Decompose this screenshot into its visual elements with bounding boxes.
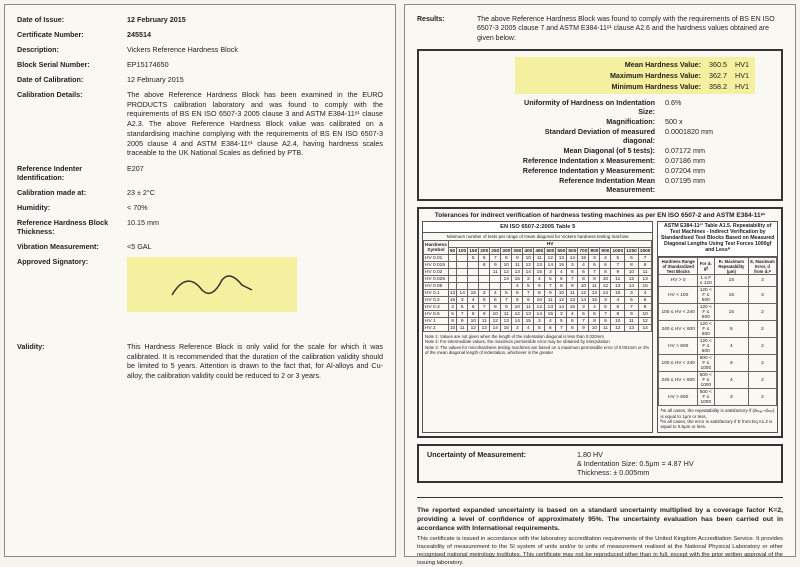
value: 12 February 2015 xyxy=(127,15,383,24)
validity-text: This Hardness Reference Block is only va… xyxy=(127,342,383,381)
label: Certificate Number: xyxy=(17,30,127,39)
footer: The reported expanded uncertainty is bas… xyxy=(417,497,783,567)
v: 0.07186 mm xyxy=(665,156,755,165)
value: Vickers Reference Hardness Block xyxy=(127,45,383,54)
k: Minimum Hardness Value: xyxy=(612,82,701,91)
v: 0.07204 mm xyxy=(665,166,755,175)
label: Reference Indenter Identification: xyxy=(17,164,127,182)
value: E207 xyxy=(127,164,383,182)
value: 12 February 2015 xyxy=(127,75,383,84)
label: Vibration Measurement: xyxy=(17,242,127,251)
k: Mean Diagonal (of 5 tests): xyxy=(515,146,665,155)
value: < 70% xyxy=(127,203,383,212)
v: 0.6% xyxy=(665,98,755,116)
label: Humidity: xyxy=(17,203,127,212)
left-notes: Note 1: Values are not given when the le… xyxy=(423,332,652,357)
v: 0.07195 mm xyxy=(665,176,755,194)
footer-bold: The reported expanded uncertainty is bas… xyxy=(417,506,783,534)
tol-right-head: ASTM E384-11ᵉ¹ Table A1.5. Repeatability… xyxy=(658,222,777,257)
certificate-left-page: Date of Issue:12 February 2015 Certifica… xyxy=(4,4,396,557)
v: 360.5 xyxy=(709,60,727,69)
v: 500 x xyxy=(665,117,755,126)
label: Calibration made at: xyxy=(17,188,127,197)
value: 10.15 mm xyxy=(127,218,383,236)
label: Results: xyxy=(417,15,477,43)
k: Maximum Hardness Value: xyxy=(610,71,701,80)
tol-title: Tolerances for indirect verification of … xyxy=(422,212,778,219)
label: Calibration Details: xyxy=(17,90,127,158)
uncertainty-box: Uncertainty of Measurement: 1.80 HV & In… xyxy=(417,444,783,483)
uncert-l3: Thickness: ± 0.005mm xyxy=(577,468,773,477)
label: Approved Signatory: xyxy=(17,257,127,266)
uncert-l2: & Indentation Size: 0.5μm = 4.87 HV xyxy=(577,459,773,468)
tol-sub: Minimum number of tests per range of mea… xyxy=(423,233,652,240)
uncert-l1: 1.80 HV xyxy=(577,450,773,459)
k: Uniformity of Hardness on Indentation Si… xyxy=(515,98,665,116)
tolerances-box: Tolerances for indirect verification of … xyxy=(417,207,783,437)
highlighted-values: Mean Hardness Value: 360.5 HV1 Maximum Har… xyxy=(515,57,755,94)
tol-right-col: ASTM E384-11ᵉ¹ Table A1.5. Repeatability… xyxy=(657,221,778,432)
uncert-label: Uncertainty of Measurement: xyxy=(427,450,577,477)
label: Date of Calibration: xyxy=(17,75,127,84)
value: 23 ± 2°C xyxy=(127,188,383,197)
results-text: The above Reference Hardness Block was f… xyxy=(477,15,783,43)
label: Block Serial Number: xyxy=(17,60,127,69)
v: 0.0001820 mm xyxy=(665,127,755,145)
k: Reference Indentation y Measurement: xyxy=(515,166,665,175)
v: 0.07172 mm xyxy=(665,146,755,155)
k: Reference Indentation Mean Measurement: xyxy=(515,176,665,194)
footer-small: This certificate is issued in accordance… xyxy=(417,536,783,567)
u: HV1 xyxy=(735,82,749,91)
value: <5 GAL xyxy=(127,242,383,251)
k: Reference Indentation x Measurement: xyxy=(515,156,665,165)
signature-icon xyxy=(162,265,262,305)
label: Reference Hardness Block Thickness: xyxy=(17,218,127,236)
tol-left-col: EN ISO 6507-2:2005 Table 5 Minimum numbe… xyxy=(422,221,653,432)
u: HV1 xyxy=(735,71,749,80)
v: 358.2 xyxy=(709,82,727,91)
value: 245514 xyxy=(127,30,383,39)
label: Date of Issue: xyxy=(17,15,127,24)
calibration-details-text: The above Reference Hardness Block has b… xyxy=(127,90,383,158)
k: Mean Hardness Value: xyxy=(625,60,701,69)
certificate-right-page: Results: The above Reference Hardness Bl… xyxy=(404,4,796,557)
tol-left-head: EN ISO 6507-2:2005 Table 5 xyxy=(423,222,652,233)
tolerance-left-table: Hardness SymbolHV50100150200250300350400… xyxy=(423,240,652,332)
label: Validity: xyxy=(17,342,127,381)
right-notes: ᴬIn all cases, the repeatability is sati… xyxy=(658,406,777,432)
results-box: Mean Hardness Value: 360.5 HV1 Maximum Har… xyxy=(417,49,783,201)
v: 362.7 xyxy=(709,71,727,80)
tolerance-right-table: Hardness Range of Standardized Test Bloc… xyxy=(658,257,777,406)
k: Standard Deviation of measured diagonal: xyxy=(515,127,665,145)
k: Magnification: xyxy=(515,117,665,126)
u: HV1 xyxy=(735,60,749,69)
signature-box xyxy=(127,257,297,312)
label: Description: xyxy=(17,45,127,54)
value: EP15174650 xyxy=(127,60,383,69)
